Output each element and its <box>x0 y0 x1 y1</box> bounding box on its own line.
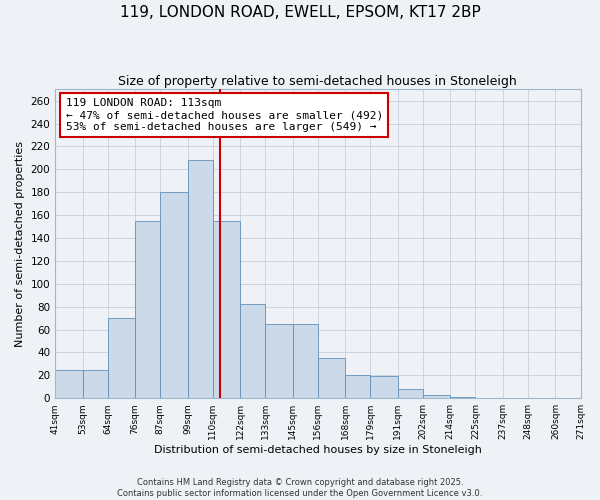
Bar <box>83 370 108 398</box>
Bar <box>398 389 423 398</box>
Bar <box>370 376 398 398</box>
Text: 119 LONDON ROAD: 113sqm
← 47% of semi-detached houses are smaller (492)
53% of s: 119 LONDON ROAD: 113sqm ← 47% of semi-de… <box>65 98 383 132</box>
Text: Contains HM Land Registry data © Crown copyright and database right 2025.
Contai: Contains HM Land Registry data © Crown c… <box>118 478 482 498</box>
Bar <box>265 324 293 398</box>
Bar <box>108 318 135 398</box>
Bar <box>423 395 451 398</box>
Bar <box>160 192 188 398</box>
Bar <box>293 324 318 398</box>
Bar <box>55 370 83 398</box>
Bar <box>188 160 213 398</box>
Bar <box>213 221 240 398</box>
X-axis label: Distribution of semi-detached houses by size in Stoneleigh: Distribution of semi-detached houses by … <box>154 445 482 455</box>
Bar <box>318 358 345 398</box>
Bar <box>451 397 475 398</box>
Bar <box>135 221 160 398</box>
Title: Size of property relative to semi-detached houses in Stoneleigh: Size of property relative to semi-detach… <box>118 75 517 88</box>
Bar <box>240 304 265 398</box>
Y-axis label: Number of semi-detached properties: Number of semi-detached properties <box>15 140 25 346</box>
Bar <box>345 376 370 398</box>
Text: 119, LONDON ROAD, EWELL, EPSOM, KT17 2BP: 119, LONDON ROAD, EWELL, EPSOM, KT17 2BP <box>119 5 481 20</box>
